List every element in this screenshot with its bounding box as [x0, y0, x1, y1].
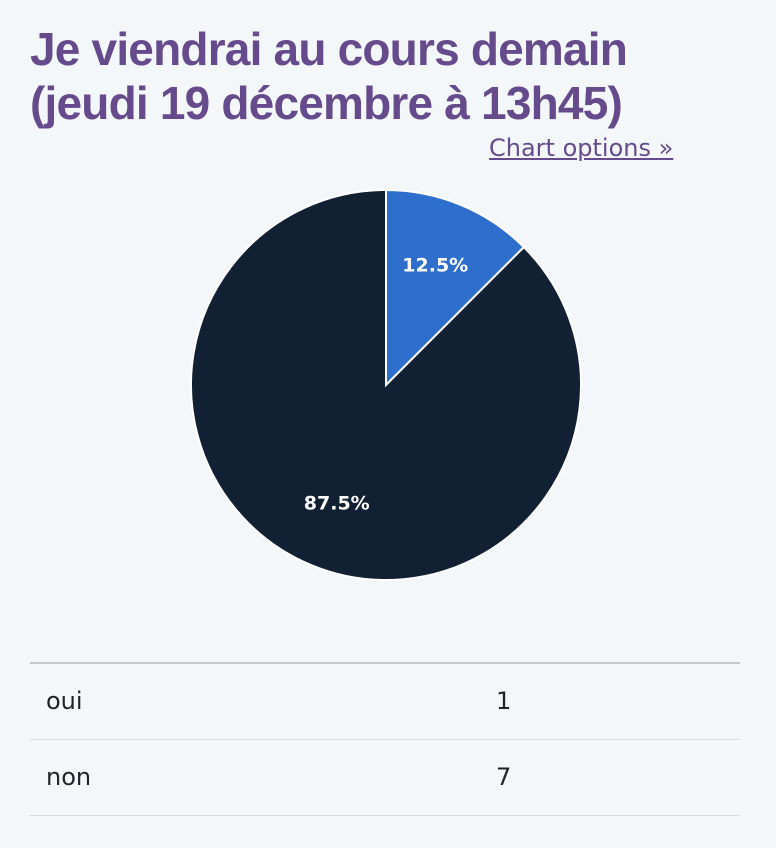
pie-chart: 12.5% 87.5%	[190, 188, 582, 581]
poll-title-line-2: (jeudi 19 décembre à 13h45)	[30, 77, 623, 129]
option-label: oui	[30, 662, 496, 740]
option-label: non	[30, 739, 496, 816]
table-row: non 7	[30, 739, 740, 816]
poll-title-line-1: Je viendrai au cours demain	[30, 23, 628, 75]
pie-slice-non	[190, 188, 582, 581]
table-row: oui 1	[30, 662, 740, 740]
results-table: oui 1 non 7	[30, 662, 740, 816]
pie-slice-label: 87.5%	[304, 492, 370, 514]
pie-slice-label: 12.5%	[402, 255, 468, 277]
pie-slice-oui	[385, 188, 526, 388]
option-count: 1	[496, 662, 740, 740]
poll-title: Je viendrai au cours demain (jeudi 19 dé…	[30, 22, 750, 130]
chart-options-link[interactable]: Chart options »	[489, 134, 674, 162]
option-count: 7	[496, 739, 740, 816]
